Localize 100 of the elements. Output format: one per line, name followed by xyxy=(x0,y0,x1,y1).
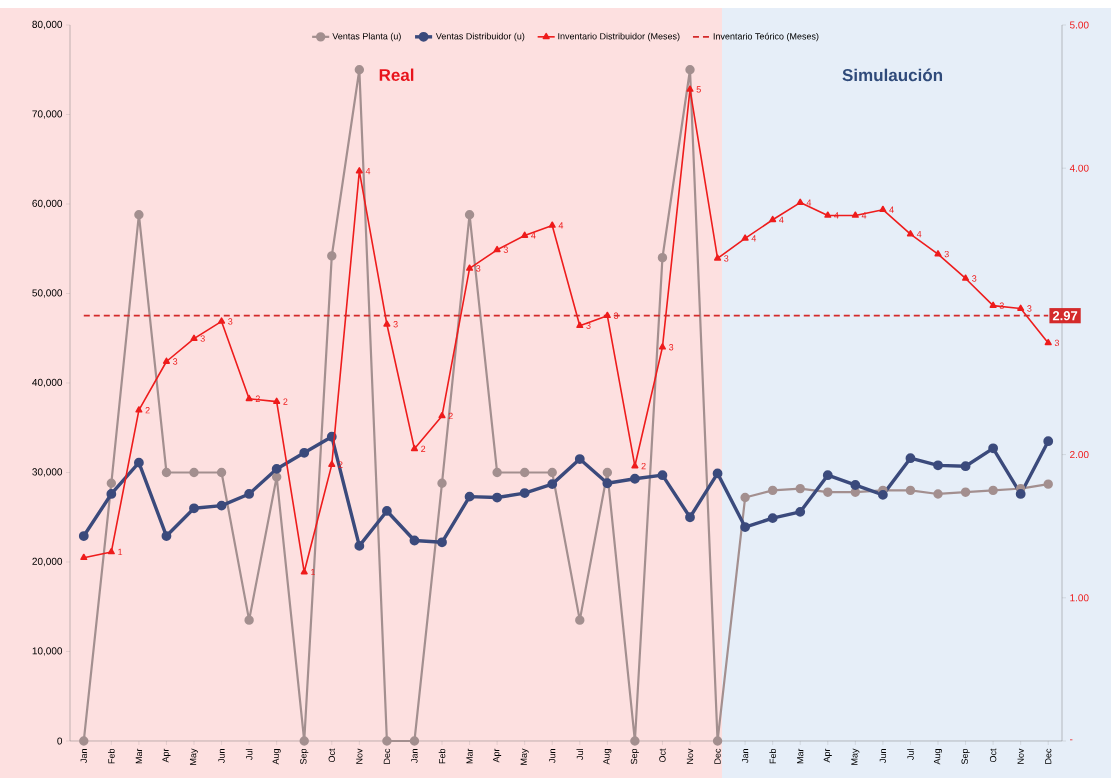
point xyxy=(822,470,833,481)
x-tick-label: Aug xyxy=(272,749,281,765)
x-tick-label: Dec xyxy=(714,748,721,764)
point xyxy=(271,464,282,474)
y-tick-label: 60,000 xyxy=(32,199,63,209)
data-label: 2 xyxy=(421,445,426,452)
point xyxy=(134,210,144,220)
x-tick-label: Dec xyxy=(1045,748,1052,764)
point xyxy=(521,231,529,238)
data-label: 1 xyxy=(311,568,315,576)
y-tick-label: 70,000 xyxy=(32,110,63,119)
x-tick-label: Aug xyxy=(603,749,612,765)
legend-label: Inventario Teórico (Meses) xyxy=(713,32,819,42)
point xyxy=(354,540,365,551)
y2-tick-label: - xyxy=(1069,739,1073,741)
point xyxy=(1015,489,1026,499)
y-tick-label: 20,000 xyxy=(32,557,63,567)
point xyxy=(492,492,503,503)
data-label: 1 xyxy=(118,548,123,556)
x-tick-label: Jun xyxy=(549,749,556,763)
point xyxy=(106,489,117,499)
x-tick-label: Aug xyxy=(933,749,943,765)
x-tick-label: Jan xyxy=(80,749,87,763)
point xyxy=(905,485,916,496)
x-tick-label: Mar xyxy=(797,748,804,764)
point xyxy=(409,535,420,546)
x-tick-label: Mar xyxy=(466,748,473,764)
point xyxy=(162,357,171,364)
x-tick-label: May xyxy=(189,748,199,765)
x-tick-label: Sep xyxy=(300,748,309,765)
point xyxy=(273,397,281,404)
point xyxy=(79,736,89,746)
y-tick-label: 80,000 xyxy=(32,20,63,30)
x-tick-label: Apr xyxy=(162,748,171,763)
x-tick-label: Apr xyxy=(493,748,502,763)
x-tick-label: Feb xyxy=(769,748,776,764)
point xyxy=(437,537,447,548)
point xyxy=(906,230,915,237)
data-label: 4 xyxy=(779,216,784,223)
point xyxy=(547,479,558,490)
x-tick-label: Nov xyxy=(356,748,363,764)
data-label: 3 xyxy=(669,344,674,351)
point xyxy=(300,568,308,575)
point xyxy=(327,251,337,261)
y2-tick-label: 1.00 xyxy=(1070,594,1089,602)
point xyxy=(382,736,392,746)
x-tick-label: Oct xyxy=(328,748,335,763)
x-tick-label: May xyxy=(851,748,860,765)
data-label: 4 xyxy=(558,222,564,229)
x-tick-label: Sep xyxy=(961,748,970,765)
point xyxy=(629,473,640,484)
data-label: 3 xyxy=(503,246,508,254)
data-label: 3 xyxy=(173,358,178,365)
point xyxy=(767,513,778,524)
point xyxy=(989,301,997,309)
point xyxy=(657,252,668,263)
data-label: 2 xyxy=(145,407,150,414)
point xyxy=(630,736,640,746)
x-tick-label: Oct xyxy=(989,748,997,763)
point xyxy=(823,487,833,497)
point xyxy=(712,736,723,746)
x-tick-label: Jan xyxy=(411,749,418,763)
point xyxy=(216,500,227,511)
y-tick-label: 30,000 xyxy=(32,468,63,477)
x-tick-label: Sep xyxy=(630,748,639,765)
point xyxy=(685,512,695,523)
point xyxy=(851,211,859,218)
point xyxy=(824,211,832,218)
point xyxy=(767,485,778,496)
y2-tick-label: 5.00 xyxy=(1069,21,1089,29)
y-tick-label: 40,000 xyxy=(32,378,63,388)
point xyxy=(1044,338,1052,346)
x-tick-label: Apr xyxy=(823,748,832,763)
data-label: 2 xyxy=(338,461,343,468)
point xyxy=(988,443,999,454)
point xyxy=(492,467,502,478)
point xyxy=(189,467,199,478)
point xyxy=(712,468,723,479)
point xyxy=(603,311,611,319)
point xyxy=(328,460,336,468)
point xyxy=(988,485,998,496)
point xyxy=(216,467,227,478)
point xyxy=(80,553,88,561)
x-tick-label: Dec xyxy=(383,748,391,764)
point xyxy=(493,245,501,253)
annotation: Real xyxy=(379,68,414,82)
point xyxy=(576,321,584,329)
data-label: 3 xyxy=(1054,339,1060,347)
point xyxy=(602,478,613,489)
data-label: 3 xyxy=(393,321,398,328)
point xyxy=(383,320,391,327)
y-tick-label: 50,000 xyxy=(32,289,63,298)
legend-label: Inventario Distribuidor (Meses) xyxy=(558,32,680,42)
point xyxy=(409,736,420,746)
data-label: 5 xyxy=(696,86,701,93)
point xyxy=(686,85,694,92)
point xyxy=(740,522,751,532)
point xyxy=(795,506,806,517)
point xyxy=(161,467,172,478)
x-tick-label: Jun xyxy=(879,749,887,763)
